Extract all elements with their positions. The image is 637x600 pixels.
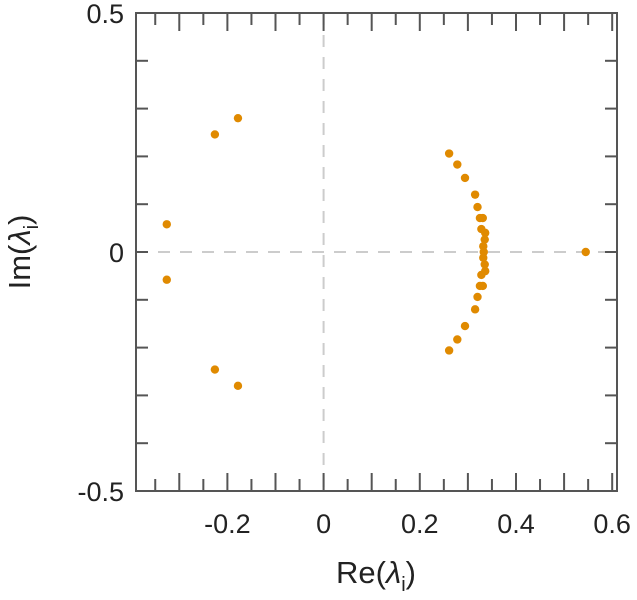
x-tick-label: -0.2 [204,509,251,539]
data-point [453,160,462,169]
data-point [473,202,482,212]
data-point [460,321,470,331]
y-tick-label: -0.5 [77,477,124,507]
x-tick-label: 0.4 [497,509,535,539]
data-point [453,335,462,344]
data-point [233,381,243,391]
data-point [210,365,220,374]
data-point [460,173,470,183]
x-tick-label: 0.6 [593,509,631,539]
data-point [581,247,590,257]
data-point [444,149,454,158]
y-tick-label: 0 [109,238,124,268]
data-point [478,213,488,223]
axis-ticks [136,12,617,492]
x-axis-label: Re(λi) [336,555,416,596]
data-point [480,235,489,244]
data-point [478,281,488,291]
x-tick-label: 0 [316,509,331,539]
x-tick-label: 0.2 [401,509,439,539]
tick-labels: -0.2 0 0.2 0.4 0.6 0.5 0 -0.5 [77,0,630,539]
data-point [470,305,480,314]
reference-lines [136,13,617,491]
data-point [233,113,243,123]
data-point [210,130,220,139]
data-points [162,113,590,391]
y-axis-label: Im(λi) [2,215,43,290]
data-point [477,270,486,280]
data-point [481,228,490,238]
data-point [162,275,171,284]
plot-frame [135,12,618,492]
data-point [444,346,454,355]
data-point [479,253,488,262]
data-point [473,292,482,302]
data-point [480,260,489,269]
data-point [470,190,480,199]
y-tick-label: 0.5 [86,0,124,29]
data-point [162,220,171,229]
